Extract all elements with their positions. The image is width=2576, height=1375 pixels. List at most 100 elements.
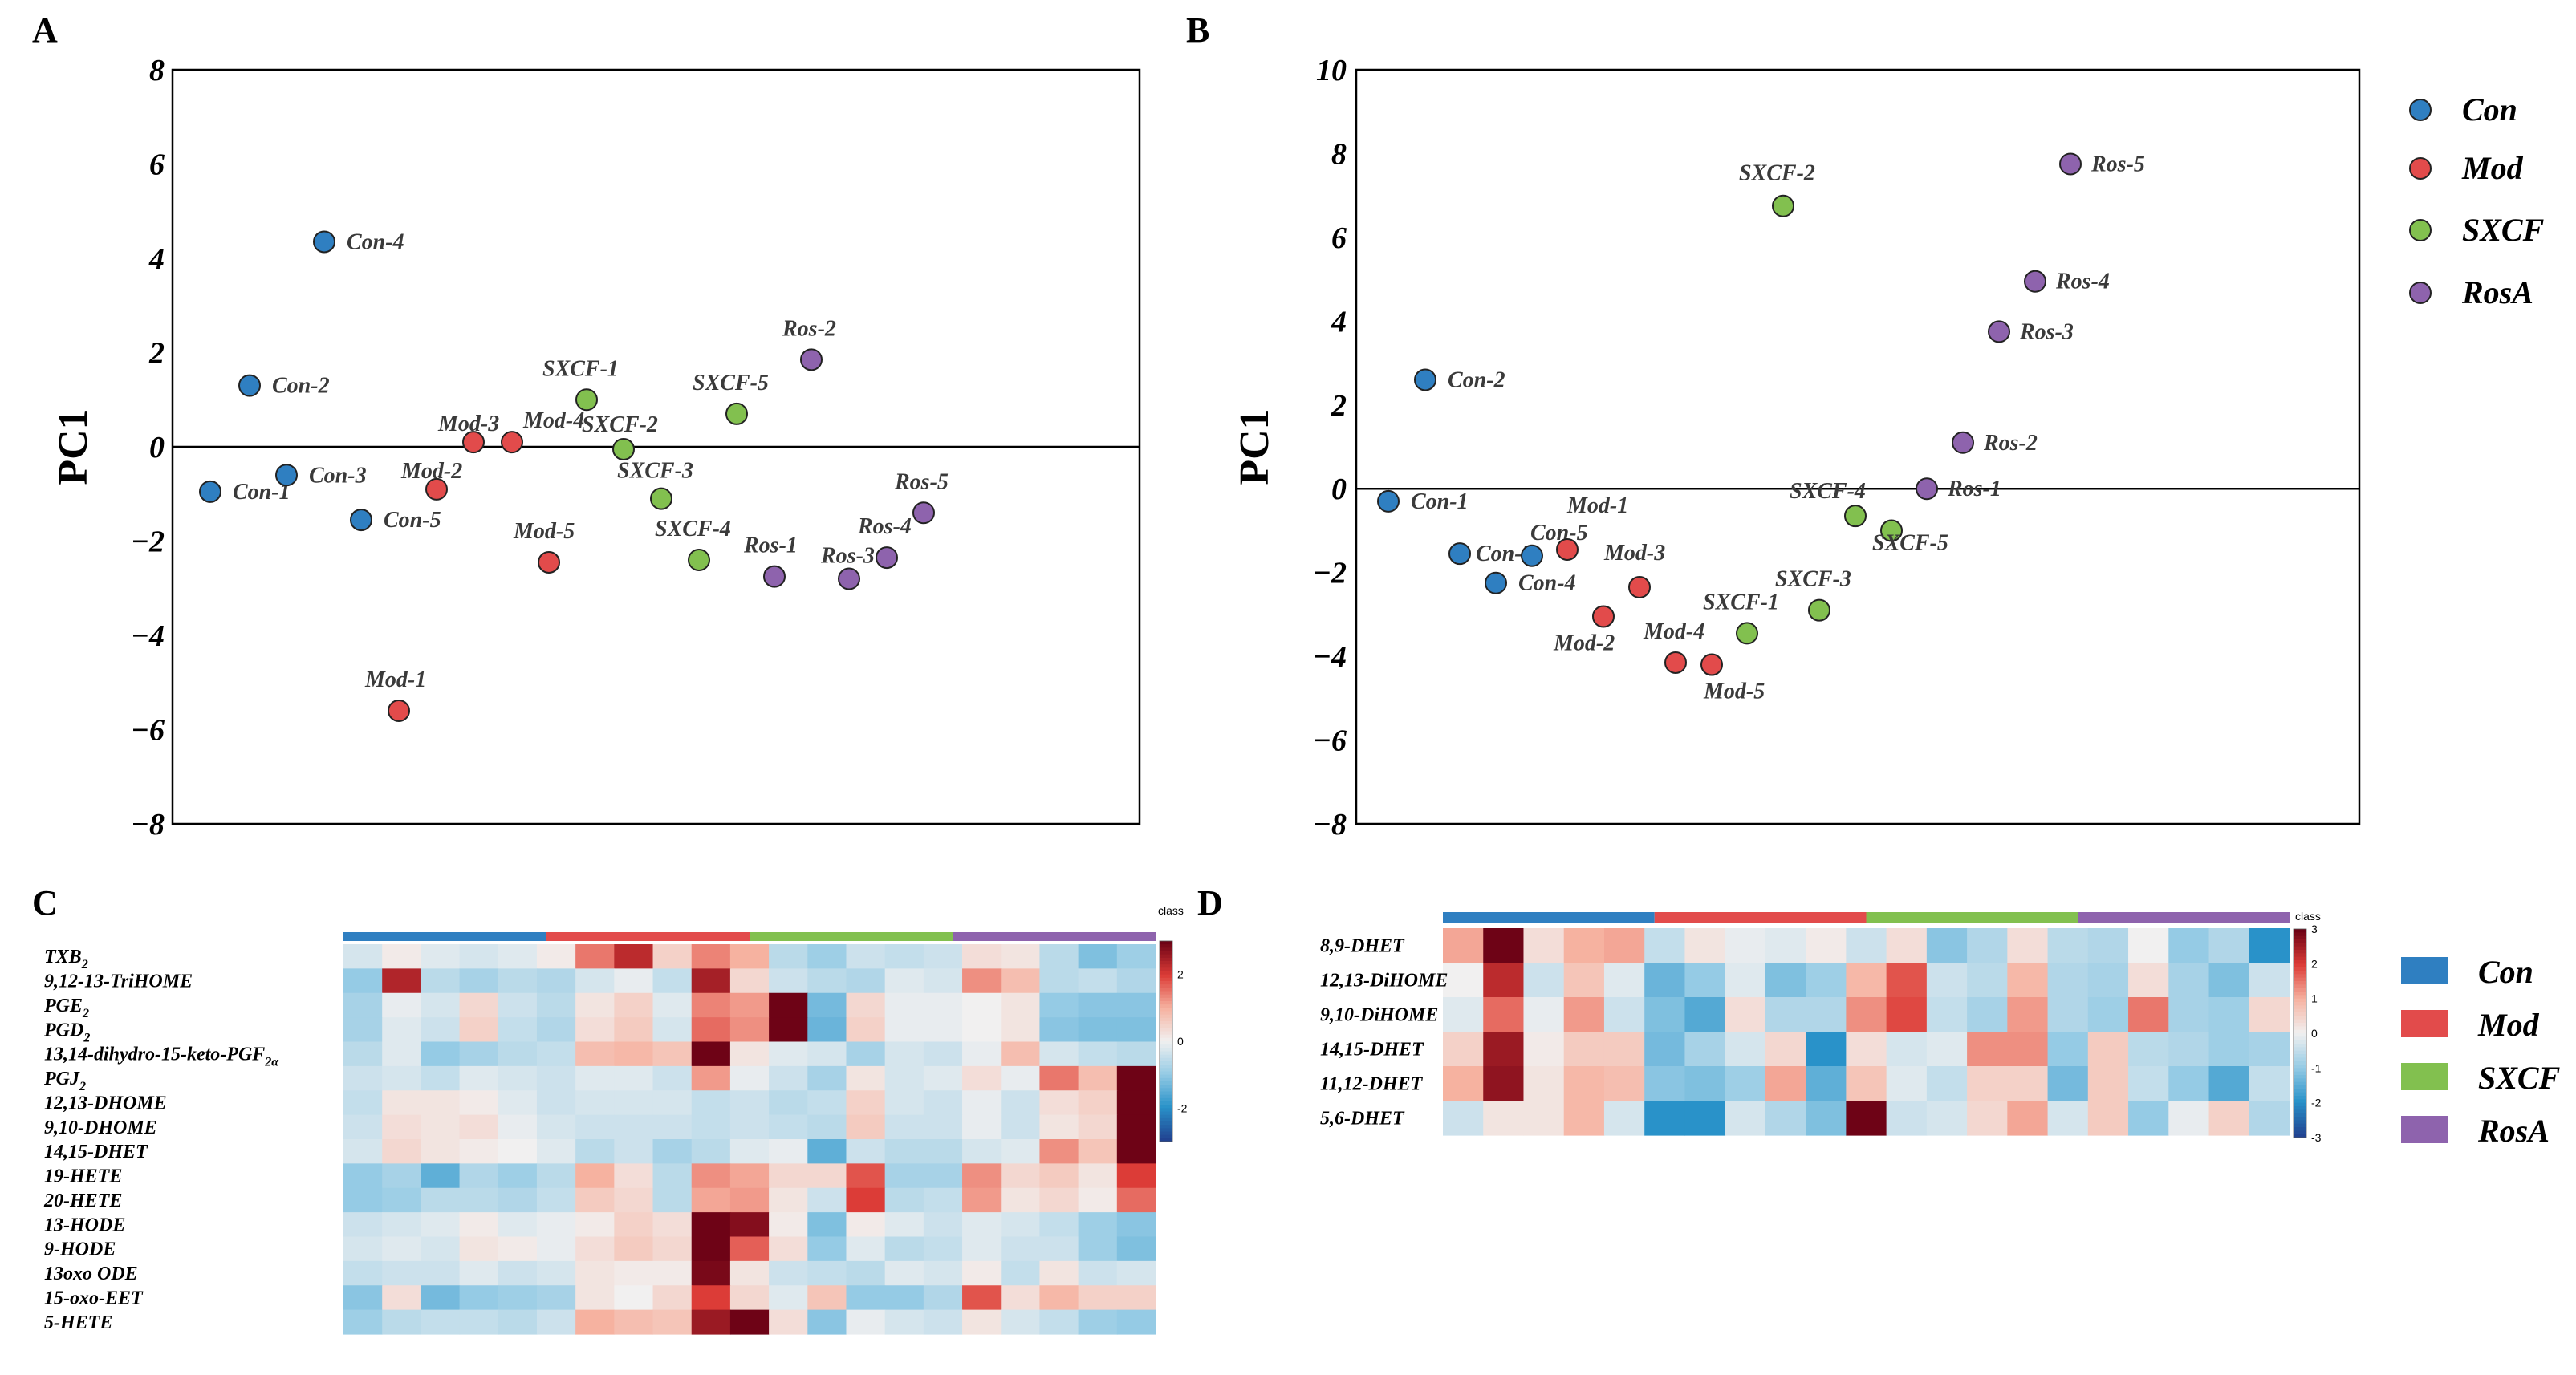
heatmap-cell xyxy=(652,968,693,994)
heatmap-cell xyxy=(2087,997,2129,1032)
heatmap-cell xyxy=(962,944,1002,969)
heatmap-cell xyxy=(421,1090,461,1116)
heatmap-cell xyxy=(729,1187,770,1213)
data-point xyxy=(501,431,523,454)
heatmap-cell xyxy=(1483,1032,1525,1067)
heatmap-cell xyxy=(769,968,808,994)
y-tick-label: −6 xyxy=(1313,724,1347,758)
heatmap-cell xyxy=(1563,997,1605,1032)
colorbar-segment xyxy=(1160,957,1172,962)
heatmap-cell xyxy=(1116,968,1156,994)
panel-letter-c: C xyxy=(32,883,58,923)
heatmap-cell xyxy=(498,1260,538,1286)
point-label: Con-2 xyxy=(1448,367,1505,392)
heatmap-cell xyxy=(343,968,383,994)
heatmap-cell xyxy=(1806,928,1847,963)
panel-letter-a: A xyxy=(32,10,58,50)
heatmap-cell xyxy=(1644,1032,1686,1067)
heat-legend-label-sxcf: SXCF xyxy=(2478,1060,2561,1096)
colorbar-segment xyxy=(2294,1012,2306,1017)
heatmap-cell xyxy=(884,1065,924,1091)
heatmap-cell xyxy=(498,1114,538,1140)
heatmap-cell xyxy=(575,1260,615,1286)
colorbar-segment xyxy=(2294,1130,2306,1135)
heatmap-cell xyxy=(2168,1066,2210,1101)
heatmap-cell xyxy=(729,1285,770,1311)
heatmap-cell xyxy=(1846,1066,1887,1101)
heatmap-cell xyxy=(1078,1065,1118,1091)
heatmap-cell xyxy=(1725,963,1766,998)
data-point xyxy=(2024,270,2046,293)
heatmap-cell xyxy=(769,1285,808,1311)
heatmap-cell xyxy=(1886,1101,1928,1136)
heatmap-cell xyxy=(2128,997,2169,1032)
data-point xyxy=(462,431,485,454)
heatmap-cell xyxy=(1116,1090,1156,1116)
heatmap-cell xyxy=(846,1187,886,1213)
heatmap-cell xyxy=(923,944,963,969)
heatmap-cell xyxy=(1001,1163,1041,1189)
heatmap-legend: Con Mod SXCF RosA xyxy=(2401,954,2561,1149)
heatmap-cell xyxy=(1001,944,1041,969)
heatmap-cell xyxy=(769,1041,808,1067)
heatmap-cell xyxy=(652,1236,693,1262)
heatmap-cell xyxy=(614,1187,654,1213)
plot-frame-b xyxy=(1355,68,2361,825)
heatmap-cell xyxy=(459,1114,499,1140)
heatmap-cell xyxy=(1116,1017,1156,1043)
row-label: 12,13-DHOME xyxy=(44,1093,167,1113)
heatmap-cell xyxy=(459,1041,499,1067)
heatmap-cell xyxy=(923,1236,963,1262)
heatmap-cell xyxy=(421,1212,461,1238)
heatmap-cell xyxy=(846,1139,886,1164)
heatmap-cell xyxy=(1765,928,1806,963)
heatmap-cell xyxy=(923,1139,963,1164)
heatmap-cell xyxy=(807,1017,847,1043)
heatmap-cell xyxy=(1846,997,1887,1032)
heatmap-cell xyxy=(962,1114,1002,1140)
point-label: Con-5 xyxy=(384,508,441,533)
row-label: 15-oxo-EET xyxy=(44,1288,144,1308)
heatmap-cell xyxy=(421,1114,461,1140)
colorbar-segment xyxy=(2294,988,2306,992)
heatmap-cell xyxy=(2007,1101,2049,1136)
heatmap-cell xyxy=(652,1285,693,1311)
heatmap-cell xyxy=(2249,928,2290,963)
data-point xyxy=(1988,320,2010,343)
legend-marker-sxcf xyxy=(2409,219,2432,241)
y-tick-label: −8 xyxy=(1313,808,1347,842)
legend-swatch-rosa xyxy=(2401,1116,2448,1143)
heatmap-cell xyxy=(652,944,693,969)
heatmap-cell xyxy=(807,1285,847,1311)
heatmap-cell xyxy=(691,1285,731,1311)
heatmap-cell xyxy=(459,1139,499,1164)
data-point xyxy=(838,567,860,590)
colorbar-segment xyxy=(2294,1092,2306,1097)
heatmap-cell xyxy=(884,1309,924,1335)
heatmap-cell xyxy=(1039,1187,1079,1213)
heatmap-cell xyxy=(1926,1066,1968,1101)
colorbar-segment xyxy=(1160,974,1172,979)
point-label: Mod-5 xyxy=(513,519,575,544)
colorbar-segment xyxy=(2294,1026,2306,1031)
point-label: SXCF-4 xyxy=(655,517,731,541)
heatmap-cell xyxy=(1806,1066,1847,1101)
heatmap-cell xyxy=(884,1139,924,1164)
heatmap-cell xyxy=(614,1236,654,1262)
colorbar-segment xyxy=(2294,1123,2306,1128)
heatmap-cell xyxy=(1443,1066,1484,1101)
heatmap-cell xyxy=(1001,1041,1041,1067)
data-point xyxy=(313,230,335,254)
legend-swatch-sxcf xyxy=(2401,1063,2448,1090)
heatmap-cell xyxy=(2249,997,2290,1032)
heatmap-cell xyxy=(962,1041,1002,1067)
point-label: SXCF-2 xyxy=(582,412,658,437)
heatmap-cell xyxy=(729,1017,770,1043)
y-tick-label: −4 xyxy=(1313,640,1347,674)
heatmap-cell xyxy=(923,1187,963,1213)
heatmap-cell xyxy=(807,1090,847,1116)
colorbar-segment xyxy=(2294,960,2306,965)
heatmap-cell xyxy=(1116,1236,1156,1262)
colorbar-segment xyxy=(1160,1097,1172,1102)
heatmap-cell xyxy=(498,1017,538,1043)
